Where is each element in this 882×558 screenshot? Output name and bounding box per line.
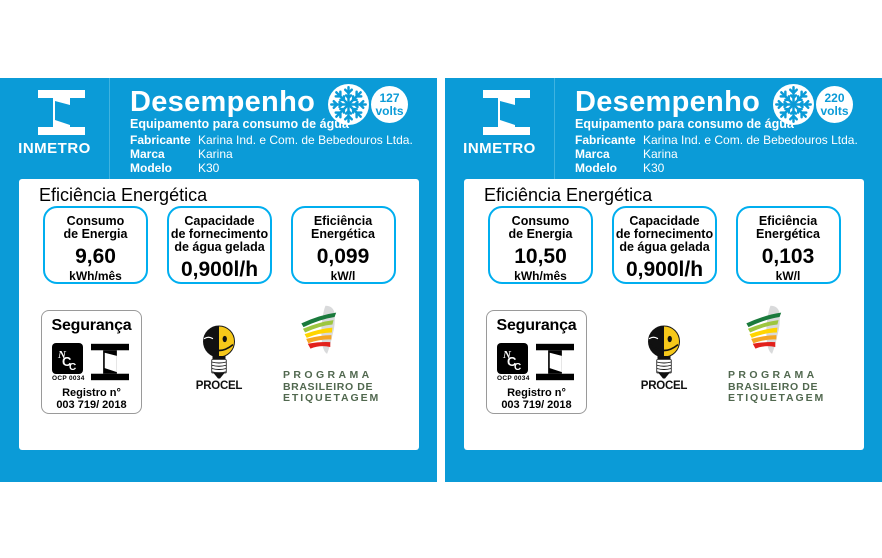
svg-text:C: C: [514, 362, 521, 373]
svg-text:C: C: [69, 362, 76, 373]
svg-text:PROCEL: PROCEL: [196, 380, 243, 392]
svg-text:PROCEL: PROCEL: [641, 380, 688, 392]
